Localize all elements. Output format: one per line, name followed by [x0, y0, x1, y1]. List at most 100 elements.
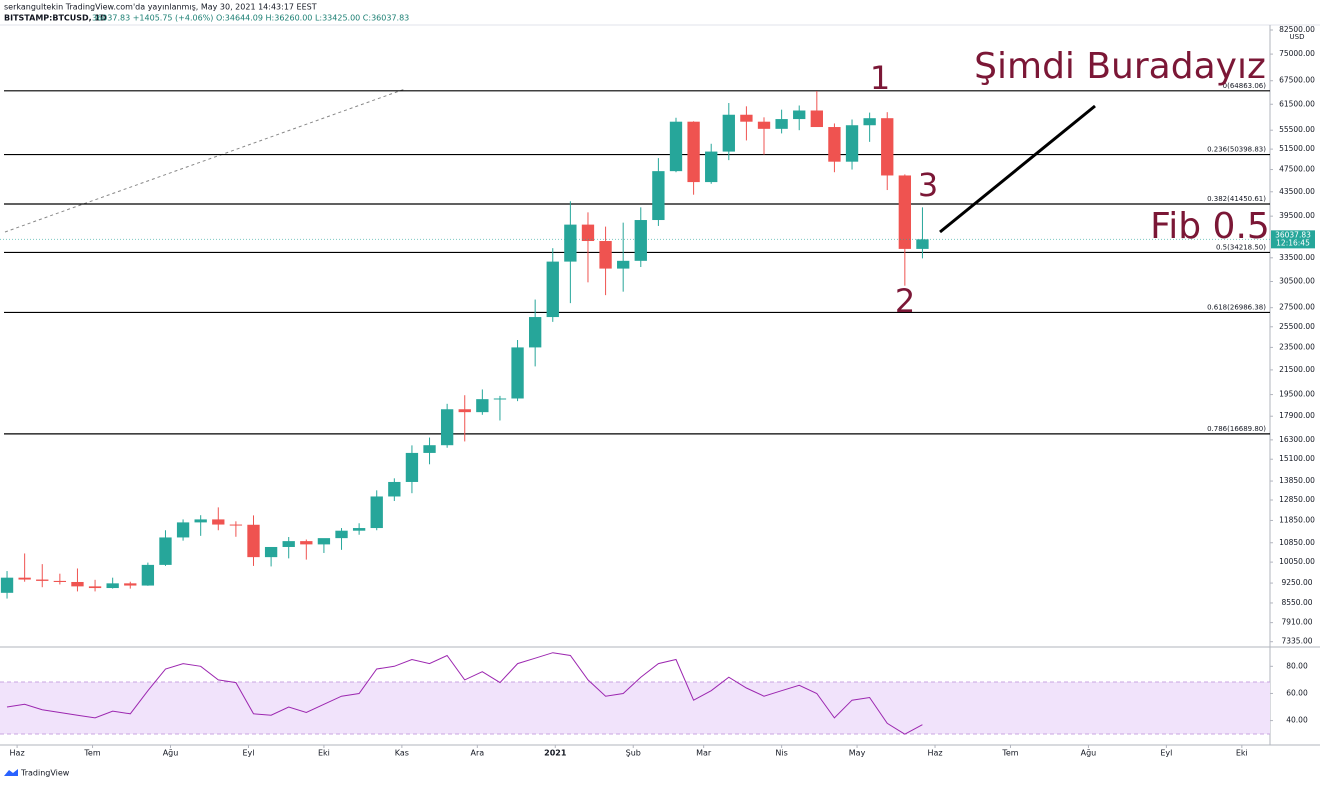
fib-label: 0.236(50398.83) [1207, 146, 1266, 154]
x-tick-label: Mar [696, 749, 712, 758]
candle-body [493, 398, 507, 400]
candle-body [458, 409, 471, 413]
candle-body [511, 347, 524, 399]
candle-body [740, 114, 753, 122]
candle-body [36, 579, 49, 581]
candle-body [440, 409, 454, 446]
y-tick-label: 7335.00 [1281, 637, 1312, 646]
x-tick-label: Ağu [1081, 749, 1097, 758]
y-tick-label: 10050.00 [1279, 557, 1315, 566]
y-tick-label: 16300.00 [1279, 435, 1315, 444]
candle-body [317, 538, 331, 545]
y-tick-label: 17900.00 [1279, 411, 1315, 420]
plot: Haz Tem Ağu Eyl Eki Kas Ara 2021 Şub Mar Nis May Haz… [0, 25, 1315, 758]
brand: TradingView [20, 769, 70, 778]
x-tick-label: Eki [318, 749, 330, 758]
price-tag [1271, 230, 1315, 249]
candle-body [599, 241, 612, 269]
x-tick-label: Haz [10, 749, 25, 758]
y-tick-label: 82500.00 [1279, 25, 1315, 34]
candle-body [634, 220, 647, 261]
quote: 36037.83 +1405.75 (+4.06%) O:34644.09 H:… [92, 14, 409, 23]
candle-body [793, 110, 806, 120]
author-line: serkangultekin TradingView.com'da yayınl… [4, 3, 317, 12]
candle-body [687, 121, 700, 183]
y-tick-label: 60.00 [1286, 688, 1308, 697]
y-tick-label: 80.00 [1286, 661, 1308, 670]
y-tick-label: 15100.00 [1279, 454, 1315, 463]
x-tick-label: Şub [626, 749, 641, 758]
candle-body [352, 528, 366, 531]
candle-body [810, 110, 823, 128]
candle-body [176, 522, 190, 538]
candle-body [194, 519, 207, 523]
y-tick-label: 55500.00 [1279, 125, 1315, 134]
candle-body [106, 583, 119, 589]
fib-label: 0(64863.06) [1223, 82, 1267, 90]
y-tick-label: 10850.00 [1279, 538, 1315, 547]
candle-body [159, 537, 172, 565]
x-tick-label: Kas [395, 749, 409, 758]
fib-label: 0.382(41450.61) [1207, 195, 1266, 203]
y-tick-label: 9250.00 [1281, 578, 1312, 587]
x-tick-label: May [849, 749, 866, 758]
footer-logo: TradingView [4, 769, 70, 778]
candle-body [845, 125, 859, 162]
annotation: Fib 0.5 [1150, 206, 1270, 247]
y-tick-label: 33500.00 [1279, 253, 1315, 262]
y-tick-label: 8550.00 [1281, 598, 1312, 607]
candle-body [229, 524, 243, 526]
symbol: BITSTAMP:BTCUSD, 1D [4, 14, 107, 23]
annotation: 1 [870, 59, 890, 97]
fib-label: 0.618(26986.38) [1207, 303, 1266, 311]
y-tick-label: 25500.00 [1279, 322, 1315, 331]
price-unit: USD [1290, 33, 1305, 41]
x-tick-label: Nis [775, 749, 787, 758]
candle-body [775, 119, 788, 129]
candle-body [300, 541, 313, 545]
y-tick-label: 27500.00 [1279, 303, 1315, 312]
candle-body [388, 481, 401, 497]
candle-body [212, 519, 225, 525]
x-tick-label: Eki [1236, 749, 1248, 758]
price-tag-value: 36037.83 [1275, 230, 1311, 239]
y-tick-label: 13850.00 [1279, 476, 1315, 485]
candle-body [264, 546, 278, 558]
y-tick-label: 7910.00 [1281, 618, 1312, 627]
x-tick-label: 2021 [544, 749, 567, 758]
y-tick-label: 23500.00 [1279, 342, 1315, 351]
y-tick-label: 21500.00 [1279, 365, 1315, 374]
y-tick-label: 30500.00 [1279, 277, 1315, 286]
projection-line [939, 104, 1096, 234]
y-tick-label: 47500.00 [1279, 165, 1315, 174]
annotation: 3 [918, 166, 938, 204]
fib-label: 0.786(16689.80) [1207, 425, 1266, 433]
candle-body [335, 530, 348, 539]
candle-body [476, 399, 489, 413]
fib-label: 0.5(34218.50) [1216, 243, 1266, 251]
candle-body [0, 577, 14, 593]
y-tick-label: 67500.00 [1279, 76, 1315, 85]
candle-body [916, 239, 929, 249]
candle-body [898, 175, 912, 249]
candle-body [71, 581, 84, 587]
y-tick-label: 39500.00 [1279, 211, 1315, 220]
y-tick-label: 51500.00 [1279, 144, 1315, 153]
candle-body [881, 118, 894, 176]
trend-line [4, 88, 406, 233]
candle-body [669, 121, 683, 172]
candle-body [405, 452, 419, 482]
candle-body [124, 583, 137, 586]
y-tick-label: 19500.00 [1279, 390, 1315, 399]
y-tick-label: 11850.00 [1279, 515, 1315, 524]
candle-body [705, 151, 718, 183]
x-tick-label: Tem [1001, 749, 1018, 758]
x-tick-label: Ağu [163, 749, 179, 758]
candle-body [370, 496, 383, 529]
candle-body [757, 121, 771, 129]
candle-body [546, 261, 559, 318]
x-tick-label: Eyl [1160, 749, 1172, 758]
candle-body [617, 260, 630, 269]
